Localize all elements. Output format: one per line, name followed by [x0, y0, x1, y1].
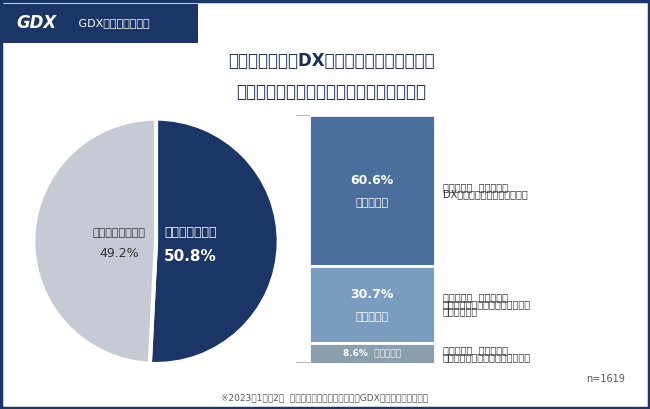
Text: 30.7%: 30.7%: [350, 288, 394, 301]
Text: あなたの企業はDXに取り組めていますか？: あなたの企業はDXに取り組めていますか？: [228, 52, 435, 70]
Wedge shape: [33, 119, 156, 364]
FancyBboxPatch shape: [309, 342, 436, 364]
Text: 取り組めていない: 取り組めていない: [93, 228, 146, 238]
Text: 60.6%: 60.6%: [350, 174, 394, 187]
Text: 事業戦略の再構築・新規事業創出: 事業戦略の再構築・新規事業創出: [443, 352, 531, 362]
Text: 50.8%: 50.8%: [164, 249, 216, 263]
Text: ステップ３  事業改革：: ステップ３ 事業改革：: [443, 345, 508, 355]
FancyBboxPatch shape: [3, 4, 198, 43]
FancyBboxPatch shape: [309, 115, 436, 266]
Wedge shape: [150, 119, 279, 364]
Text: 取り組めている: 取り組めている: [164, 226, 216, 239]
Text: 情報の利活用: 情報の利活用: [443, 306, 478, 316]
Text: ステップ１: ステップ１: [356, 198, 389, 208]
Text: GDXリサーチ研究所: GDXリサーチ研究所: [75, 18, 150, 28]
Text: GDX: GDX: [16, 14, 57, 32]
Text: n=1619: n=1619: [586, 374, 625, 384]
Text: デジタル化の推進により得られた: デジタル化の推進により得られた: [443, 299, 531, 309]
Text: ステップ２  情報活用：: ステップ２ 情報活用：: [443, 292, 508, 302]
Text: また、取り組みレベルはどの程度ですか？: また、取り組みレベルはどの程度ですか？: [237, 83, 426, 101]
Text: 8.6%  ステップ３: 8.6% ステップ３: [343, 349, 401, 358]
Text: ステップ１  意識改革：: ステップ１ 意識改革：: [443, 182, 508, 192]
Text: DXに向けたデジタル化の推進: DXに向けたデジタル化の推進: [443, 189, 528, 199]
Text: ※2023年1月〜2月  全国の中小企業経営者対象　GDXリサーチ研究所調べ: ※2023年1月〜2月 全国の中小企業経営者対象 GDXリサーチ研究所調べ: [222, 393, 428, 402]
Text: ステップ２: ステップ２: [356, 312, 389, 321]
FancyBboxPatch shape: [309, 266, 436, 342]
Text: 49.2%: 49.2%: [99, 247, 139, 260]
